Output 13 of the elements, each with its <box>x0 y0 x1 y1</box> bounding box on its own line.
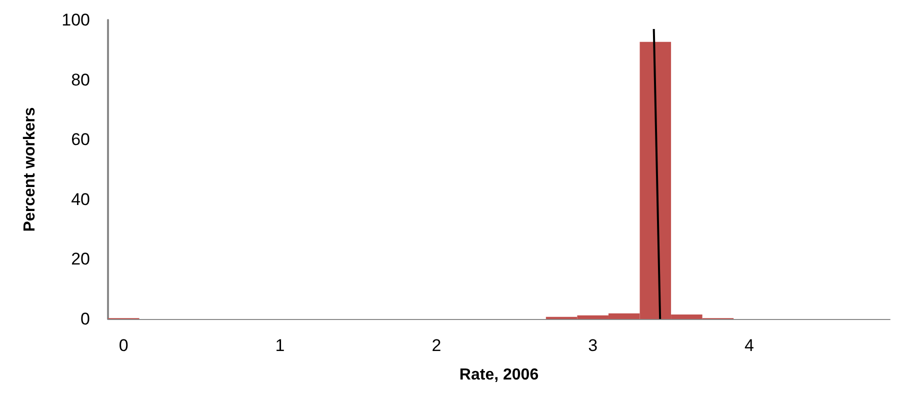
y-tick-label: 40 <box>71 190 90 209</box>
y-tick-label: 20 <box>71 250 90 269</box>
x-axis-title: Rate, 2006 <box>459 366 539 384</box>
y-axis-title: Percent workers <box>22 107 38 232</box>
y-tick-label: 60 <box>71 130 90 150</box>
x-tick-label: 0 <box>118 336 128 355</box>
x-tick-label: 3 <box>588 336 598 355</box>
y-tick-label: 0 <box>80 310 90 328</box>
x-tick-label: 2 <box>432 336 442 355</box>
y-tick-label: 100 <box>62 10 90 30</box>
x-tick-label: 4 <box>744 336 754 355</box>
y-tick-label: 80 <box>71 70 90 90</box>
x-tick-label: 1 <box>275 336 285 355</box>
